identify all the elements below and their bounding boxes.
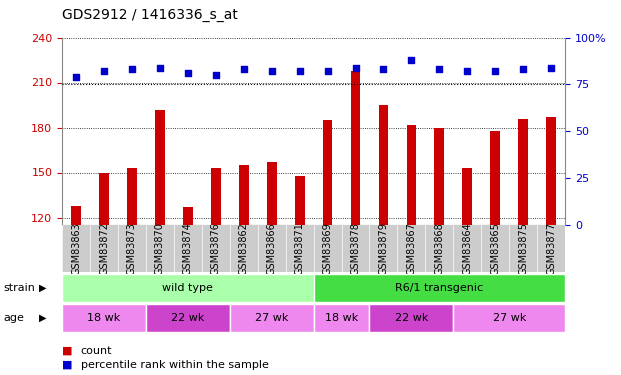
Text: GSM83874: GSM83874 bbox=[183, 222, 193, 275]
Bar bbox=[453, 304, 565, 332]
Point bbox=[406, 57, 416, 63]
Point bbox=[462, 68, 472, 74]
Bar bbox=[546, 117, 556, 225]
Text: GSM83869: GSM83869 bbox=[322, 222, 333, 275]
Text: 22 wk: 22 wk bbox=[395, 313, 428, 323]
Text: ▶: ▶ bbox=[39, 313, 47, 323]
Point bbox=[211, 72, 220, 78]
Point bbox=[546, 64, 556, 70]
Bar bbox=[407, 124, 416, 225]
Point bbox=[155, 64, 165, 70]
Bar bbox=[62, 274, 314, 302]
Text: GSM83871: GSM83871 bbox=[294, 222, 305, 275]
Text: 18 wk: 18 wk bbox=[325, 313, 358, 323]
Bar bbox=[295, 176, 304, 225]
Bar bbox=[183, 207, 193, 225]
Point bbox=[266, 68, 276, 74]
Bar bbox=[519, 118, 528, 225]
Text: 22 wk: 22 wk bbox=[171, 313, 204, 323]
Text: GSM83862: GSM83862 bbox=[238, 222, 249, 275]
Text: ■: ■ bbox=[62, 346, 73, 355]
Text: ▶: ▶ bbox=[39, 283, 47, 293]
Point bbox=[99, 68, 109, 74]
Text: GSM83867: GSM83867 bbox=[406, 222, 417, 275]
Text: R6/1 transgenic: R6/1 transgenic bbox=[396, 283, 483, 293]
Text: GSM83863: GSM83863 bbox=[71, 222, 81, 275]
Bar bbox=[99, 172, 109, 225]
Bar bbox=[314, 304, 369, 332]
Bar bbox=[379, 105, 388, 225]
Bar bbox=[146, 304, 230, 332]
Point bbox=[71, 74, 81, 80]
Point bbox=[434, 66, 444, 72]
Point bbox=[378, 66, 388, 72]
Text: 27 wk: 27 wk bbox=[492, 313, 526, 323]
Text: GSM83866: GSM83866 bbox=[266, 222, 277, 275]
Point bbox=[127, 66, 137, 72]
Point bbox=[322, 68, 332, 74]
Point bbox=[490, 68, 500, 74]
Text: 18 wk: 18 wk bbox=[88, 313, 120, 323]
Bar bbox=[435, 128, 444, 225]
Bar bbox=[369, 304, 453, 332]
Text: strain: strain bbox=[3, 283, 35, 293]
Bar bbox=[491, 130, 500, 225]
Point bbox=[518, 66, 528, 72]
Point bbox=[350, 64, 360, 70]
Text: ■: ■ bbox=[62, 360, 73, 369]
Point bbox=[183, 70, 193, 76]
Text: GSM83872: GSM83872 bbox=[99, 222, 109, 275]
Text: GSM83868: GSM83868 bbox=[434, 222, 445, 275]
Bar bbox=[127, 168, 137, 225]
Bar bbox=[62, 304, 146, 332]
Bar bbox=[239, 165, 248, 225]
Text: GSM83877: GSM83877 bbox=[546, 222, 556, 275]
Bar bbox=[463, 168, 472, 225]
Text: GSM83865: GSM83865 bbox=[490, 222, 501, 275]
Bar bbox=[314, 274, 565, 302]
Text: count: count bbox=[81, 346, 112, 355]
Text: 27 wk: 27 wk bbox=[255, 313, 288, 323]
Point bbox=[294, 68, 304, 74]
Bar bbox=[351, 70, 360, 225]
Bar bbox=[230, 304, 314, 332]
Text: age: age bbox=[3, 313, 24, 323]
Text: wild type: wild type bbox=[163, 283, 213, 293]
Text: GSM83876: GSM83876 bbox=[211, 222, 221, 275]
Text: GSM83875: GSM83875 bbox=[518, 222, 528, 275]
Bar bbox=[155, 110, 165, 225]
Text: GSM83864: GSM83864 bbox=[462, 222, 473, 275]
Text: GSM83870: GSM83870 bbox=[155, 222, 165, 275]
Text: GSM83878: GSM83878 bbox=[350, 222, 361, 275]
Text: GSM83873: GSM83873 bbox=[127, 222, 137, 275]
Bar bbox=[267, 162, 276, 225]
Point bbox=[238, 66, 248, 72]
Bar bbox=[71, 206, 81, 225]
Text: GSM83879: GSM83879 bbox=[378, 222, 389, 275]
Bar bbox=[323, 120, 332, 225]
Text: percentile rank within the sample: percentile rank within the sample bbox=[81, 360, 269, 369]
Bar bbox=[211, 168, 220, 225]
Text: GDS2912 / 1416336_s_at: GDS2912 / 1416336_s_at bbox=[62, 9, 238, 22]
